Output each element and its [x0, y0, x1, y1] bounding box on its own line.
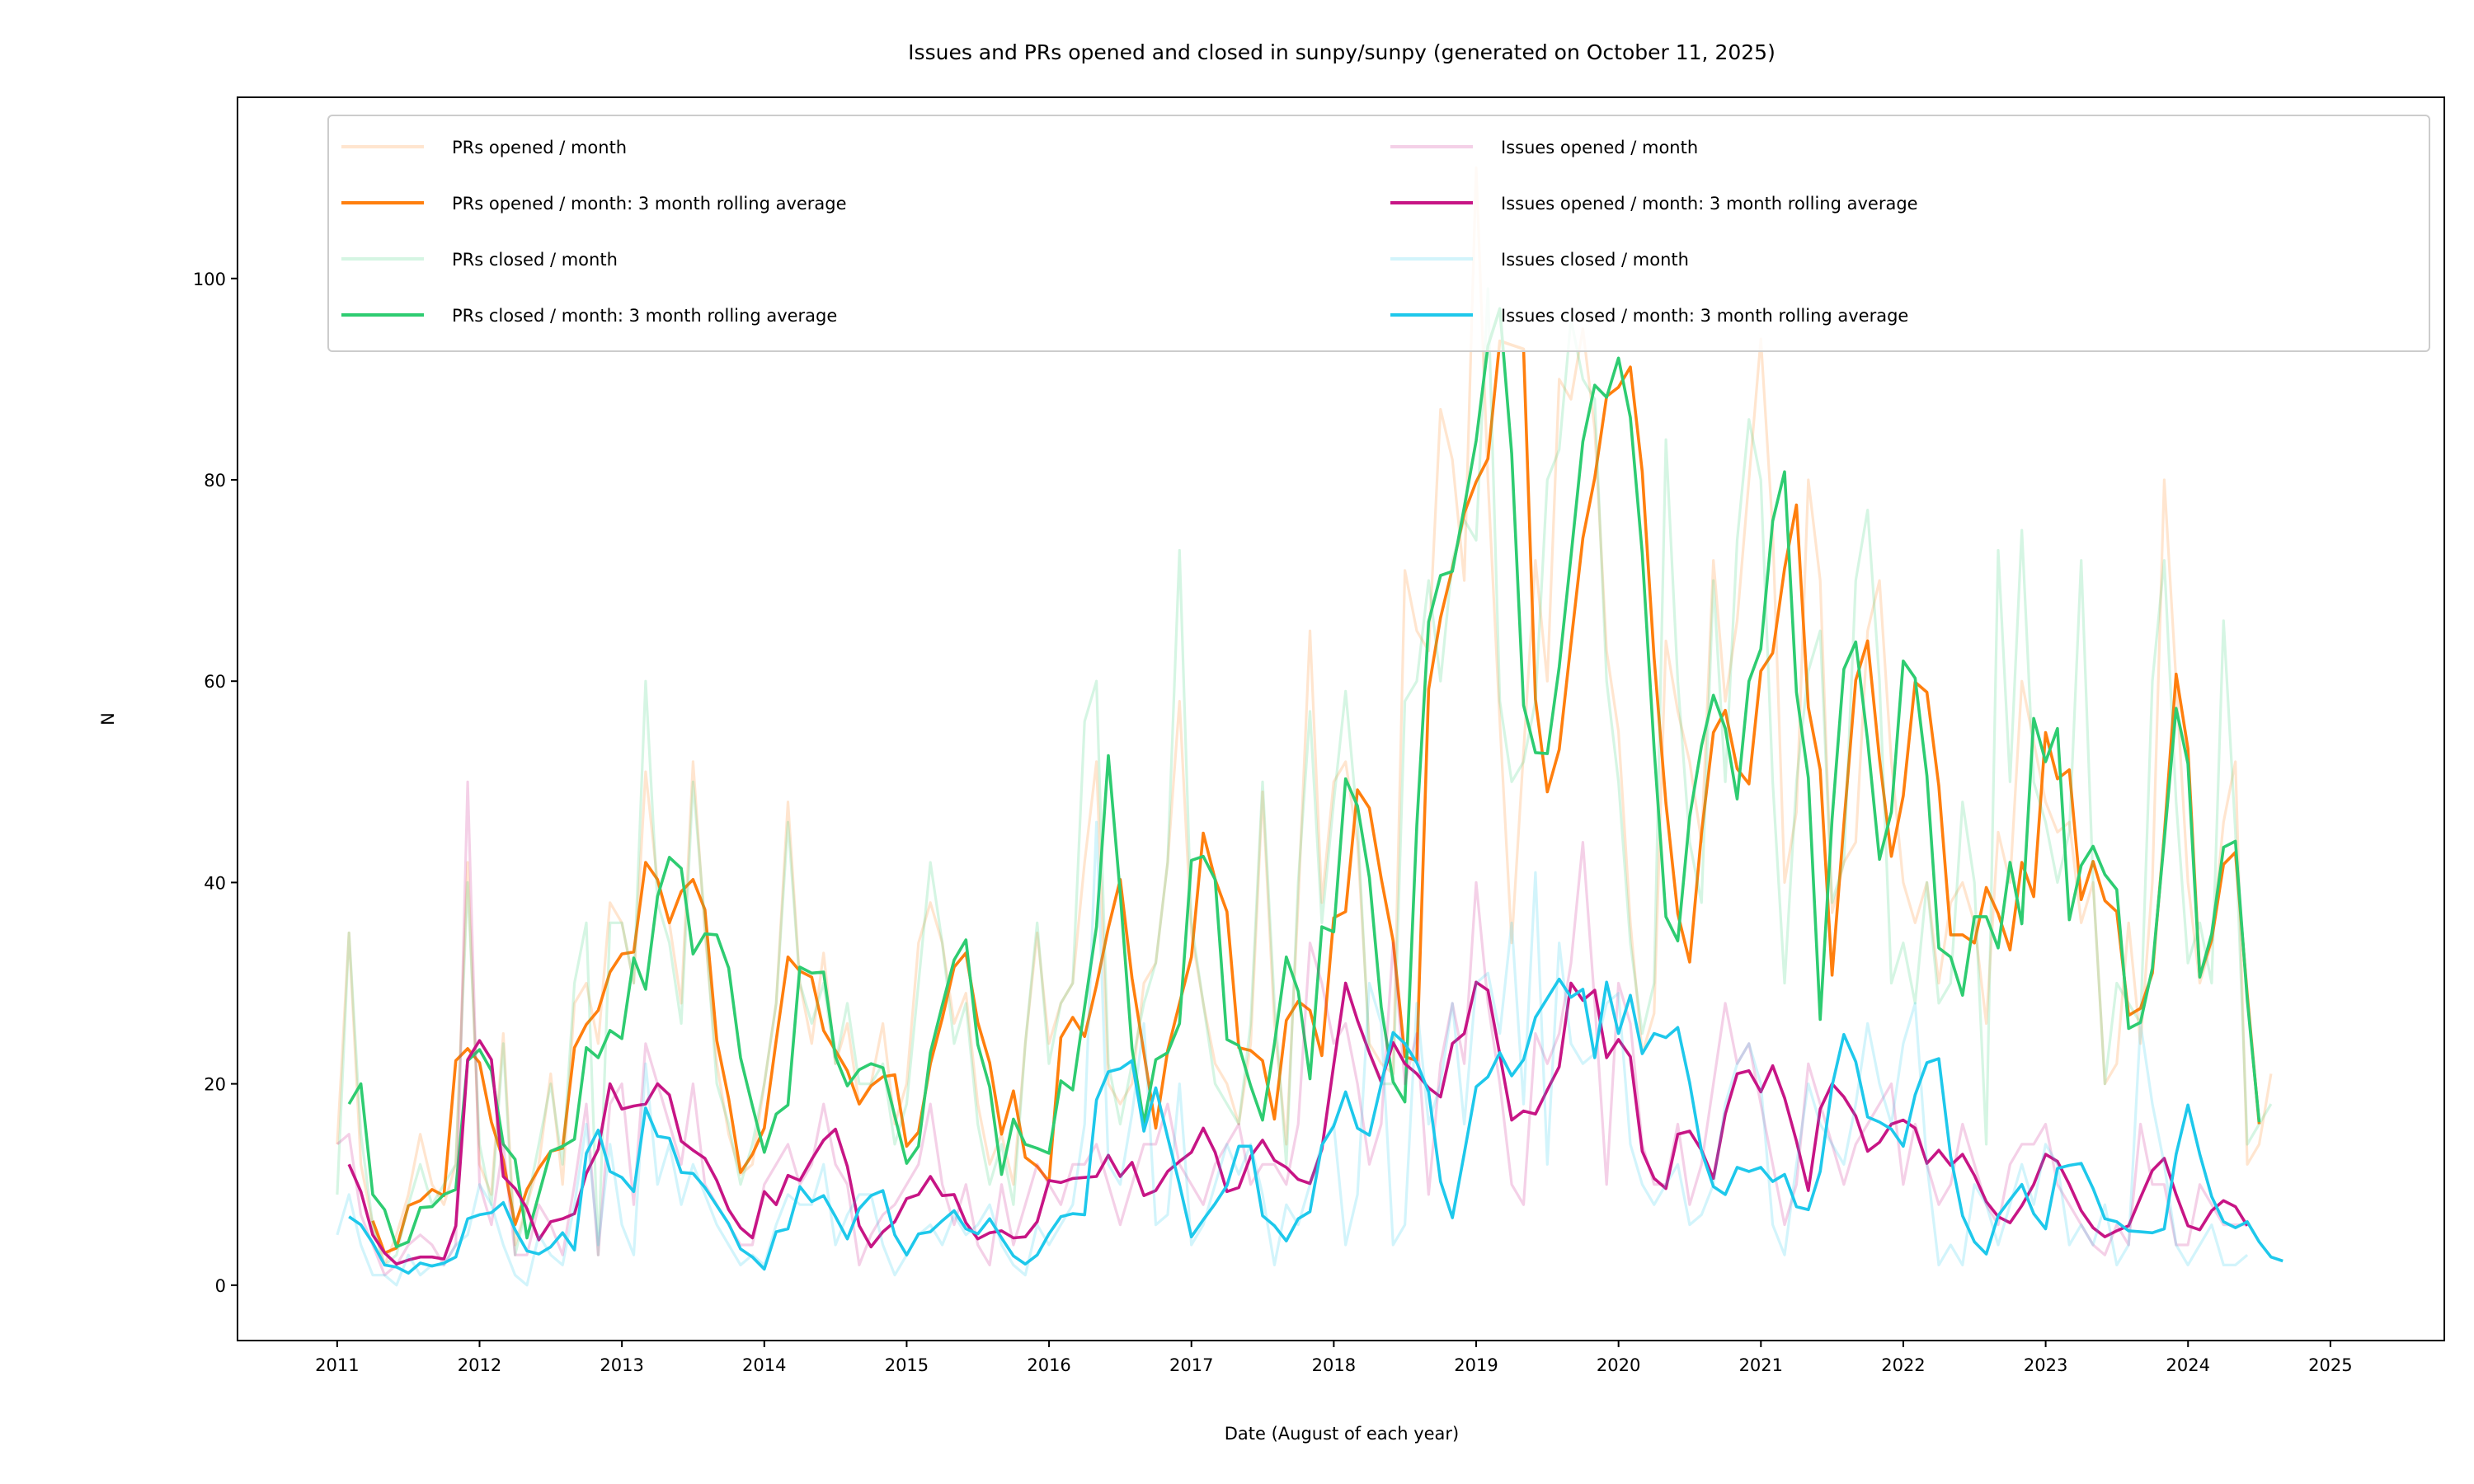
x-tick-label: 2025	[2308, 1355, 2352, 1375]
legend: PRs opened / month PRs opened / month: 3 …	[327, 115, 2430, 352]
legend-label-2: PRs closed / month	[452, 250, 618, 270]
legend-label-7: Issues closed / month: 3 month rolling a…	[1501, 306, 1908, 326]
series-layer	[336, 166, 2284, 1287]
legend-box	[327, 115, 2430, 352]
x-tick-label: 2011	[315, 1355, 359, 1375]
legend-label-0: PRs opened / month	[452, 138, 627, 157]
y-axis-label: N	[98, 712, 118, 726]
series-line-1	[371, 339, 2261, 1255]
y-tick-label: 40	[204, 873, 226, 893]
x-tick-label: 2018	[1312, 1355, 1356, 1375]
legend-label-6: Issues closed / month	[1501, 250, 1689, 270]
x-tick-label: 2012	[458, 1355, 501, 1375]
legend-label-1: PRs opened / month: 3 month rolling aver…	[452, 194, 847, 214]
series-line-4	[336, 780, 2248, 1277]
y-tick-label: 20	[204, 1075, 226, 1095]
series-line-6	[336, 820, 2249, 1287]
plot-frame	[237, 96, 2445, 1341]
y-tick-label: 80	[204, 471, 226, 491]
x-tick-label: 2017	[1169, 1355, 1213, 1375]
y-tick-label: 0	[215, 1276, 226, 1296]
x-tick-label: 2014	[742, 1355, 786, 1375]
legend-label-5: Issues opened / month: 3 month rolling a…	[1501, 194, 1918, 214]
series-line-7	[348, 977, 2284, 1275]
x-axis-label: Date (August of each year)	[1225, 1424, 1460, 1444]
plot-area	[237, 96, 2445, 1341]
x-tick-label: 2015	[885, 1355, 929, 1375]
y-tick-label: 100	[193, 270, 226, 289]
x-tick-label: 2016	[1027, 1355, 1070, 1375]
chart-title: Issues and PRs opened and closed in sunp…	[908, 40, 1776, 64]
x-tick-label: 2013	[600, 1355, 643, 1375]
x-tick-label: 2023	[2024, 1355, 2067, 1375]
y-axis: 0 20 40 60 80 100	[193, 270, 238, 1296]
series-line-5	[347, 980, 2249, 1266]
series-line-2	[336, 287, 2273, 1266]
x-tick-label: 2021	[1739, 1355, 1783, 1375]
x-tick-label: 2022	[1881, 1355, 1925, 1375]
x-tick-label: 2024	[2166, 1355, 2210, 1375]
legend-label-4: Issues opened / month	[1501, 138, 1698, 157]
y-tick-label: 60	[204, 672, 226, 692]
legend-label-3: PRs closed / month: 3 month rolling aver…	[452, 306, 837, 326]
x-tick-label: 2020	[1597, 1355, 1640, 1375]
series-line-3	[347, 307, 2261, 1249]
x-tick-label: 2019	[1454, 1355, 1498, 1375]
x-axis: 2011 2012 2013 2014 2015 2016 2017 2018 2019 2020…	[315, 1341, 2353, 1375]
